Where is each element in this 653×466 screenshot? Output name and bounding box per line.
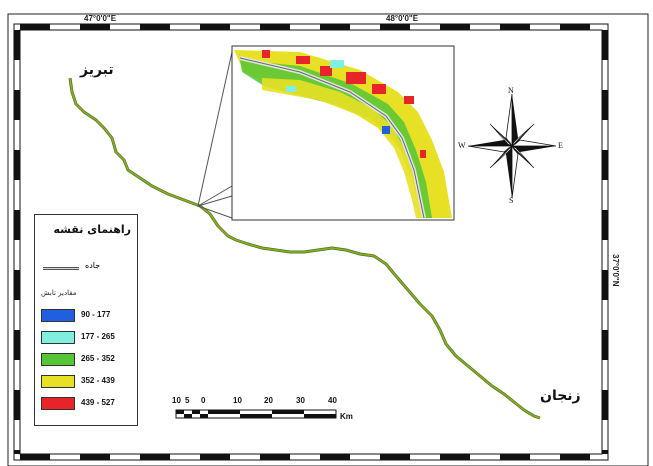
compass-north-label: N — [508, 86, 514, 95]
legend-swatch-green — [41, 353, 75, 366]
scale-tick-label: 30 — [296, 396, 305, 405]
city-label-zanjan: زنجان — [540, 388, 581, 404]
legend-class-label: 177 - 265 — [81, 332, 115, 341]
scale-tick-label: 40 — [328, 396, 337, 405]
compass-east-label: E — [558, 141, 563, 150]
route-line — [68, 77, 541, 420]
scale-bar: 10 5 0 10 20 30 40 Km — [172, 396, 362, 426]
scale-tick-label: 5 — [185, 396, 190, 405]
legend-subtitle: مقادیر تابش — [41, 289, 77, 297]
legend-road-row: جاده — [41, 261, 133, 275]
legend-class-label: 439 - 527 — [81, 398, 115, 407]
legend-swatch-cyan — [41, 331, 75, 344]
legend-class-row: 439 - 527 — [41, 397, 135, 412]
longitude-label-east: 48°0'0"E — [386, 14, 419, 23]
scale-tick-label: 20 — [264, 396, 273, 405]
inset-callout-lines — [197, 51, 233, 219]
map-legend: راهنمای نقشه جاده مقادیر تابش 90 - 177 1… — [34, 214, 138, 426]
compass-west-label: W — [458, 141, 466, 150]
north-arrow — [467, 93, 557, 199]
legend-class-row: 265 - 352 — [41, 353, 135, 368]
scale-bar-graphic — [175, 409, 337, 419]
scale-tick-label: 0 — [201, 396, 206, 405]
legend-class-row: 177 - 265 — [41, 331, 135, 346]
legend-swatch-blue — [41, 309, 75, 322]
latitude-label: 37°0'0"N — [611, 254, 620, 287]
legend-class-label: 352 - 439 — [81, 376, 115, 385]
road-line-swatch — [43, 267, 79, 270]
scale-tick-label: 10 — [233, 396, 242, 405]
legend-swatch-yellow — [41, 375, 75, 388]
legend-road-label: جاده — [85, 261, 101, 270]
scale-unit-label: Km — [340, 412, 353, 421]
legend-class-row: 352 - 439 — [41, 375, 135, 390]
city-label-tabriz: تبریز — [80, 62, 114, 78]
inset-map — [231, 45, 455, 221]
longitude-label-west: 47°0'0"E — [84, 14, 117, 23]
legend-class-row: 90 - 177 — [41, 309, 135, 324]
legend-class-label: 265 - 352 — [81, 354, 115, 363]
legend-class-label: 90 - 177 — [81, 310, 111, 319]
legend-swatch-red — [41, 397, 75, 410]
scale-tick-label: 10 — [172, 396, 181, 405]
legend-title: راهنمای نقشه — [53, 223, 131, 236]
compass-south-label: S — [509, 196, 514, 205]
